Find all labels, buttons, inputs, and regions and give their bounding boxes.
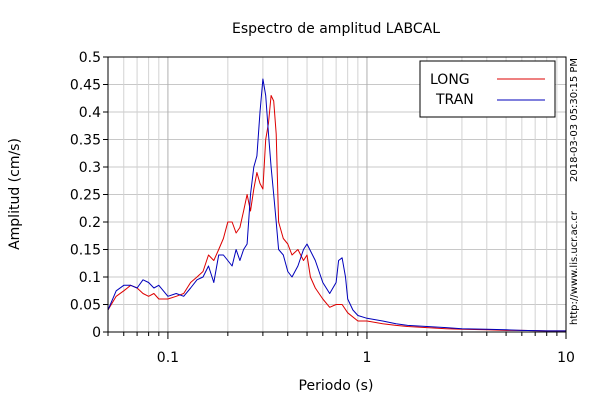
y-tick-label: 0.4 [79,105,101,121]
legend-label-tran: TRAN [435,92,474,108]
legend-label-long: LONG [430,72,470,88]
y-tick-label: 0.25 [70,188,101,204]
legend-box [419,60,556,118]
x-tick-label: 10 [557,350,575,366]
x-axis-ticks: 0.1 1 10 [107,332,575,366]
legend: LONG TRAN [419,60,556,118]
y-tick-label: 0 [92,325,101,341]
x-axis-label: Periodo (s) [299,378,374,394]
y-tick-label: 0.2 [79,215,101,231]
chart-series-lines [107,78,566,332]
y-axis-label: Amplitud (cm/s) [7,138,23,250]
y-tick-label: 0.1 [79,270,101,286]
y-tick-label: 0.05 [70,298,101,314]
timestamp-side-label: 2018-03-03 05:30:15 PM [569,58,580,182]
series-line-tran [107,78,566,332]
series-line-long [107,95,566,332]
y-tick-label: 0.35 [70,133,101,149]
y-axis-ticks: 0 0.05 0.1 0.15 0.2 0.25 0.3 0.35 0.4 0.45 0.5 [70,50,108,341]
y-tick-label: 0.15 [70,243,101,259]
x-tick-label: 0.1 [157,350,179,366]
website-side-label: http://www.lis.ucr.ac.cr [569,210,580,325]
y-tick-label: 0.45 [70,78,101,94]
x-tick-label: 1 [362,350,371,366]
y-tick-label: 0.3 [79,160,101,176]
y-tick-label: 0.5 [79,50,101,66]
chart-title: Espectro de amplitud LABCAL [232,21,440,37]
